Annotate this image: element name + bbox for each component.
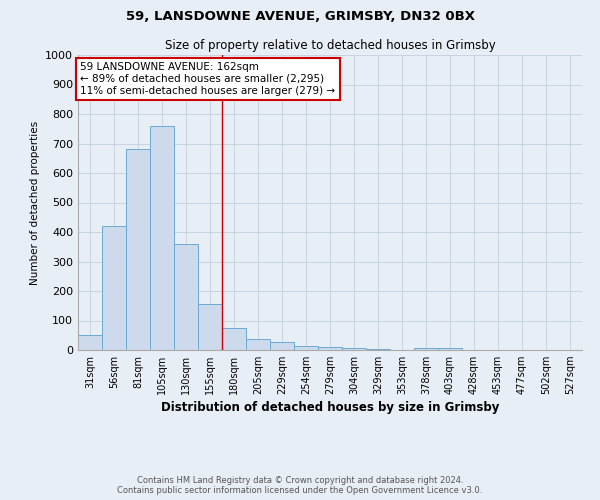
Bar xyxy=(102,226,126,350)
Bar xyxy=(150,126,174,350)
Bar xyxy=(438,348,462,350)
Bar xyxy=(318,347,342,350)
Text: 59, LANSDOWNE AVENUE, GRIMSBY, DN32 0BX: 59, LANSDOWNE AVENUE, GRIMSBY, DN32 0BX xyxy=(125,10,475,23)
Bar xyxy=(246,339,270,350)
Y-axis label: Number of detached properties: Number of detached properties xyxy=(29,120,40,284)
Bar xyxy=(414,348,438,350)
Bar xyxy=(198,304,222,350)
Bar xyxy=(78,336,102,350)
X-axis label: Distribution of detached houses by size in Grimsby: Distribution of detached houses by size … xyxy=(161,402,499,414)
Text: Contains HM Land Registry data © Crown copyright and database right 2024.
Contai: Contains HM Land Registry data © Crown c… xyxy=(118,476,482,495)
Bar xyxy=(222,328,246,350)
Bar xyxy=(342,348,366,350)
Title: Size of property relative to detached houses in Grimsby: Size of property relative to detached ho… xyxy=(164,40,496,52)
Bar xyxy=(270,342,294,350)
Bar xyxy=(126,150,150,350)
Bar xyxy=(366,348,390,350)
Bar xyxy=(174,244,198,350)
Bar xyxy=(294,346,318,350)
Text: 59 LANSDOWNE AVENUE: 162sqm
← 89% of detached houses are smaller (2,295)
11% of : 59 LANSDOWNE AVENUE: 162sqm ← 89% of det… xyxy=(80,62,335,96)
